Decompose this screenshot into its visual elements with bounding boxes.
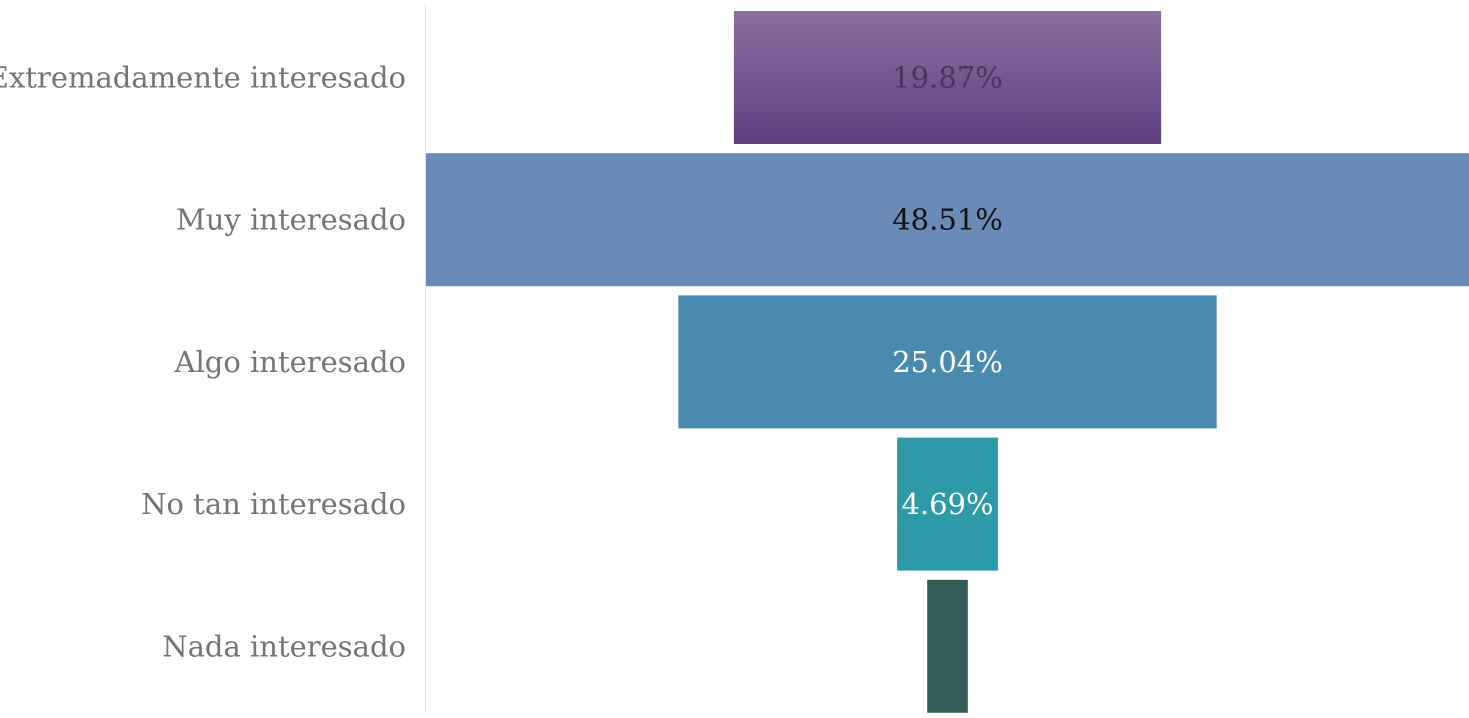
data-label: 19.87% <box>892 61 1003 95</box>
category-label: Nada interesado <box>162 629 406 663</box>
category-label: No tan interesado <box>141 487 406 521</box>
bars-layer <box>426 11 1469 713</box>
funnel-bar <box>927 579 968 713</box>
data-label: 4.69% <box>901 487 993 521</box>
category-label: Extremadamente interesado <box>0 61 406 95</box>
data-label: 48.51% <box>892 203 1003 237</box>
funnel-bar <box>733 11 1162 144</box>
data-label: 25.04% <box>892 345 1003 379</box>
category-label: Muy interesado <box>176 203 406 237</box>
labels-layer: Extremadamente interesado 19.87% Muy inter… <box>0 61 1003 664</box>
funnel-bar <box>897 437 998 571</box>
funnel-bar <box>426 153 1469 287</box>
category-label: Algo interesado <box>174 345 406 379</box>
funnel-bar <box>678 295 1217 429</box>
